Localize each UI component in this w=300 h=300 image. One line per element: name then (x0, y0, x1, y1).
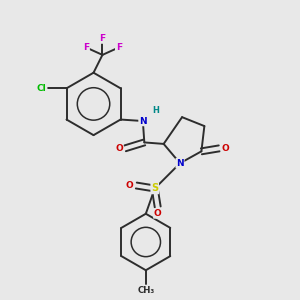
Text: O: O (126, 181, 134, 190)
Text: H: H (152, 106, 159, 115)
Text: F: F (83, 43, 89, 52)
Text: CH₃: CH₃ (137, 286, 154, 295)
Text: N: N (139, 116, 147, 125)
Text: S: S (151, 184, 158, 194)
Text: F: F (116, 43, 122, 52)
Text: N: N (176, 159, 184, 168)
Text: O: O (115, 144, 123, 153)
Text: O: O (154, 209, 162, 218)
Text: F: F (99, 34, 106, 43)
Text: O: O (221, 144, 229, 153)
Text: Cl: Cl (37, 84, 47, 93)
